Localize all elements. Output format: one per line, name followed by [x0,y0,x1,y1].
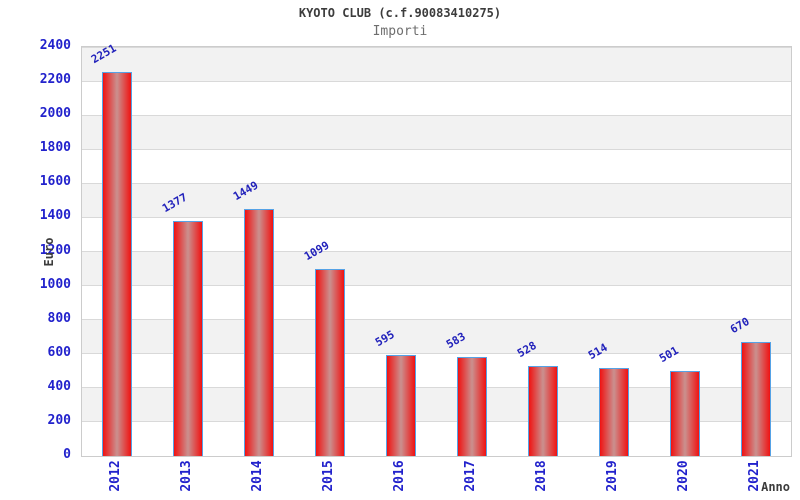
background-band [82,115,791,150]
y-tick-label: 2000 [39,106,71,122]
chart-title: KYOTO CLUB (c.f.90083410275) [298,6,502,20]
gridline [82,387,791,389]
chart-subtitle: Importi [372,24,428,39]
x-tick-label: 2015 [321,460,337,492]
x-tick-label: 2016 [392,460,408,492]
y-tick-label: 0 [63,447,71,462]
y-axis-title: Euro [42,237,56,267]
y-tick-label: 2400 [39,38,71,53]
y-tick-label: 1400 [39,208,71,224]
x-tick-label: 2014 [250,460,266,492]
x-tick-label: 2012 [108,460,124,492]
gridline [82,46,791,48]
gridline [82,80,791,82]
y-tick-label: 200 [47,412,71,428]
gridline [82,182,791,184]
y-tick-label: 1600 [39,174,71,190]
bar-2015 [315,268,346,456]
bar-2019 [598,368,629,456]
y-tick-label: 400 [47,378,71,394]
bar-2020 [669,370,700,456]
gridline [82,148,791,150]
bar-2014 [244,209,275,456]
x-tick-label: 2017 [462,460,478,492]
x-tick-label: 2018 [533,460,549,492]
gridline [82,114,791,116]
gridline [82,421,791,423]
gridline [82,353,791,355]
background-band [82,81,791,116]
background-band [82,183,791,218]
y-tick-label: 600 [47,344,71,360]
x-tick-label: 2013 [179,460,195,492]
y-tick-label: 2200 [39,72,71,88]
bar-2016 [386,354,417,456]
background-band [82,149,791,184]
x-tick-label: 2019 [604,460,620,492]
y-tick-label: 1800 [39,140,71,156]
background-band [82,47,791,82]
y-tick-label: 800 [47,310,71,326]
bar-2012 [102,72,133,456]
gridline [82,285,791,287]
x-axis-title: Anno [761,480,790,494]
gridline [82,251,791,252]
bar-2018 [527,366,558,456]
bar-2017 [456,356,487,456]
bar-2013 [173,221,204,456]
y-tick-label: 1000 [39,276,71,292]
gridline [82,319,791,321]
gridline [82,216,791,218]
plot-area [81,46,792,457]
y-tick-label: 1200 [39,242,71,258]
x-tick-label: 2020 [675,460,691,492]
bar-2021 [740,341,771,456]
